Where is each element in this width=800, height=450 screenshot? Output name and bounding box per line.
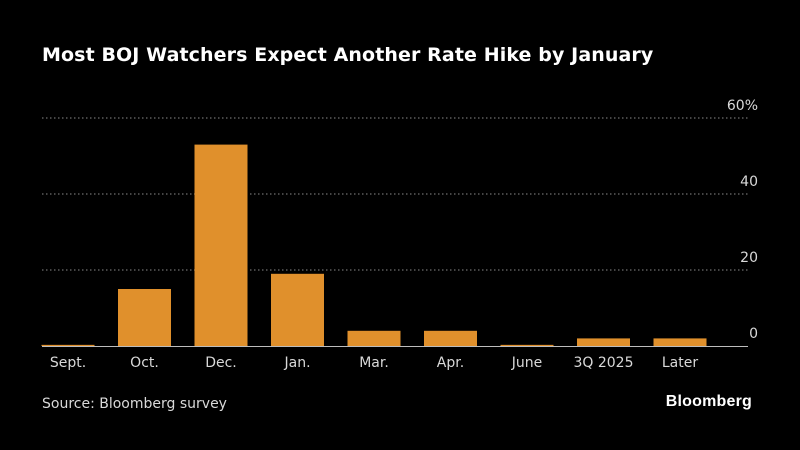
bar bbox=[653, 338, 707, 346]
x-tick-label: 3Q 2025 bbox=[573, 355, 633, 371]
bar bbox=[271, 273, 324, 346]
bar bbox=[500, 344, 554, 346]
bar-layer bbox=[41, 144, 707, 346]
bar bbox=[347, 330, 401, 346]
x-tick-label: Sept. bbox=[50, 355, 86, 371]
bar bbox=[41, 344, 95, 346]
x-tick-label: Oct. bbox=[130, 355, 159, 371]
y-tick-label: 40 bbox=[740, 174, 758, 190]
x-tick-label: Jan. bbox=[283, 355, 310, 371]
grid-layer bbox=[42, 117, 748, 347]
chart-title: Most BOJ Watchers Expect Another Rate Hi… bbox=[42, 44, 654, 66]
label-layer: 0 20 40 60% Sept. Oct. Dec. Jan. Mar. Apr. June 3Q … bbox=[50, 98, 758, 371]
x-tick-label: Mar. bbox=[359, 355, 389, 371]
source-note: Source: Bloomberg survey bbox=[42, 396, 227, 412]
x-tick-label: Dec. bbox=[205, 355, 237, 371]
y-tick-label: 0 bbox=[749, 326, 758, 342]
x-tick-label: Apr. bbox=[437, 355, 464, 371]
y-tick-label: 20 bbox=[740, 250, 758, 266]
bar bbox=[194, 144, 248, 346]
bar bbox=[118, 289, 171, 346]
x-tick-label: Later bbox=[662, 355, 698, 371]
bar bbox=[424, 330, 477, 346]
bloomberg-logo: Bloomberg bbox=[665, 393, 752, 410]
y-tick-label: 60% bbox=[727, 98, 758, 114]
x-tick-label: June bbox=[511, 355, 543, 371]
bar bbox=[577, 338, 630, 346]
